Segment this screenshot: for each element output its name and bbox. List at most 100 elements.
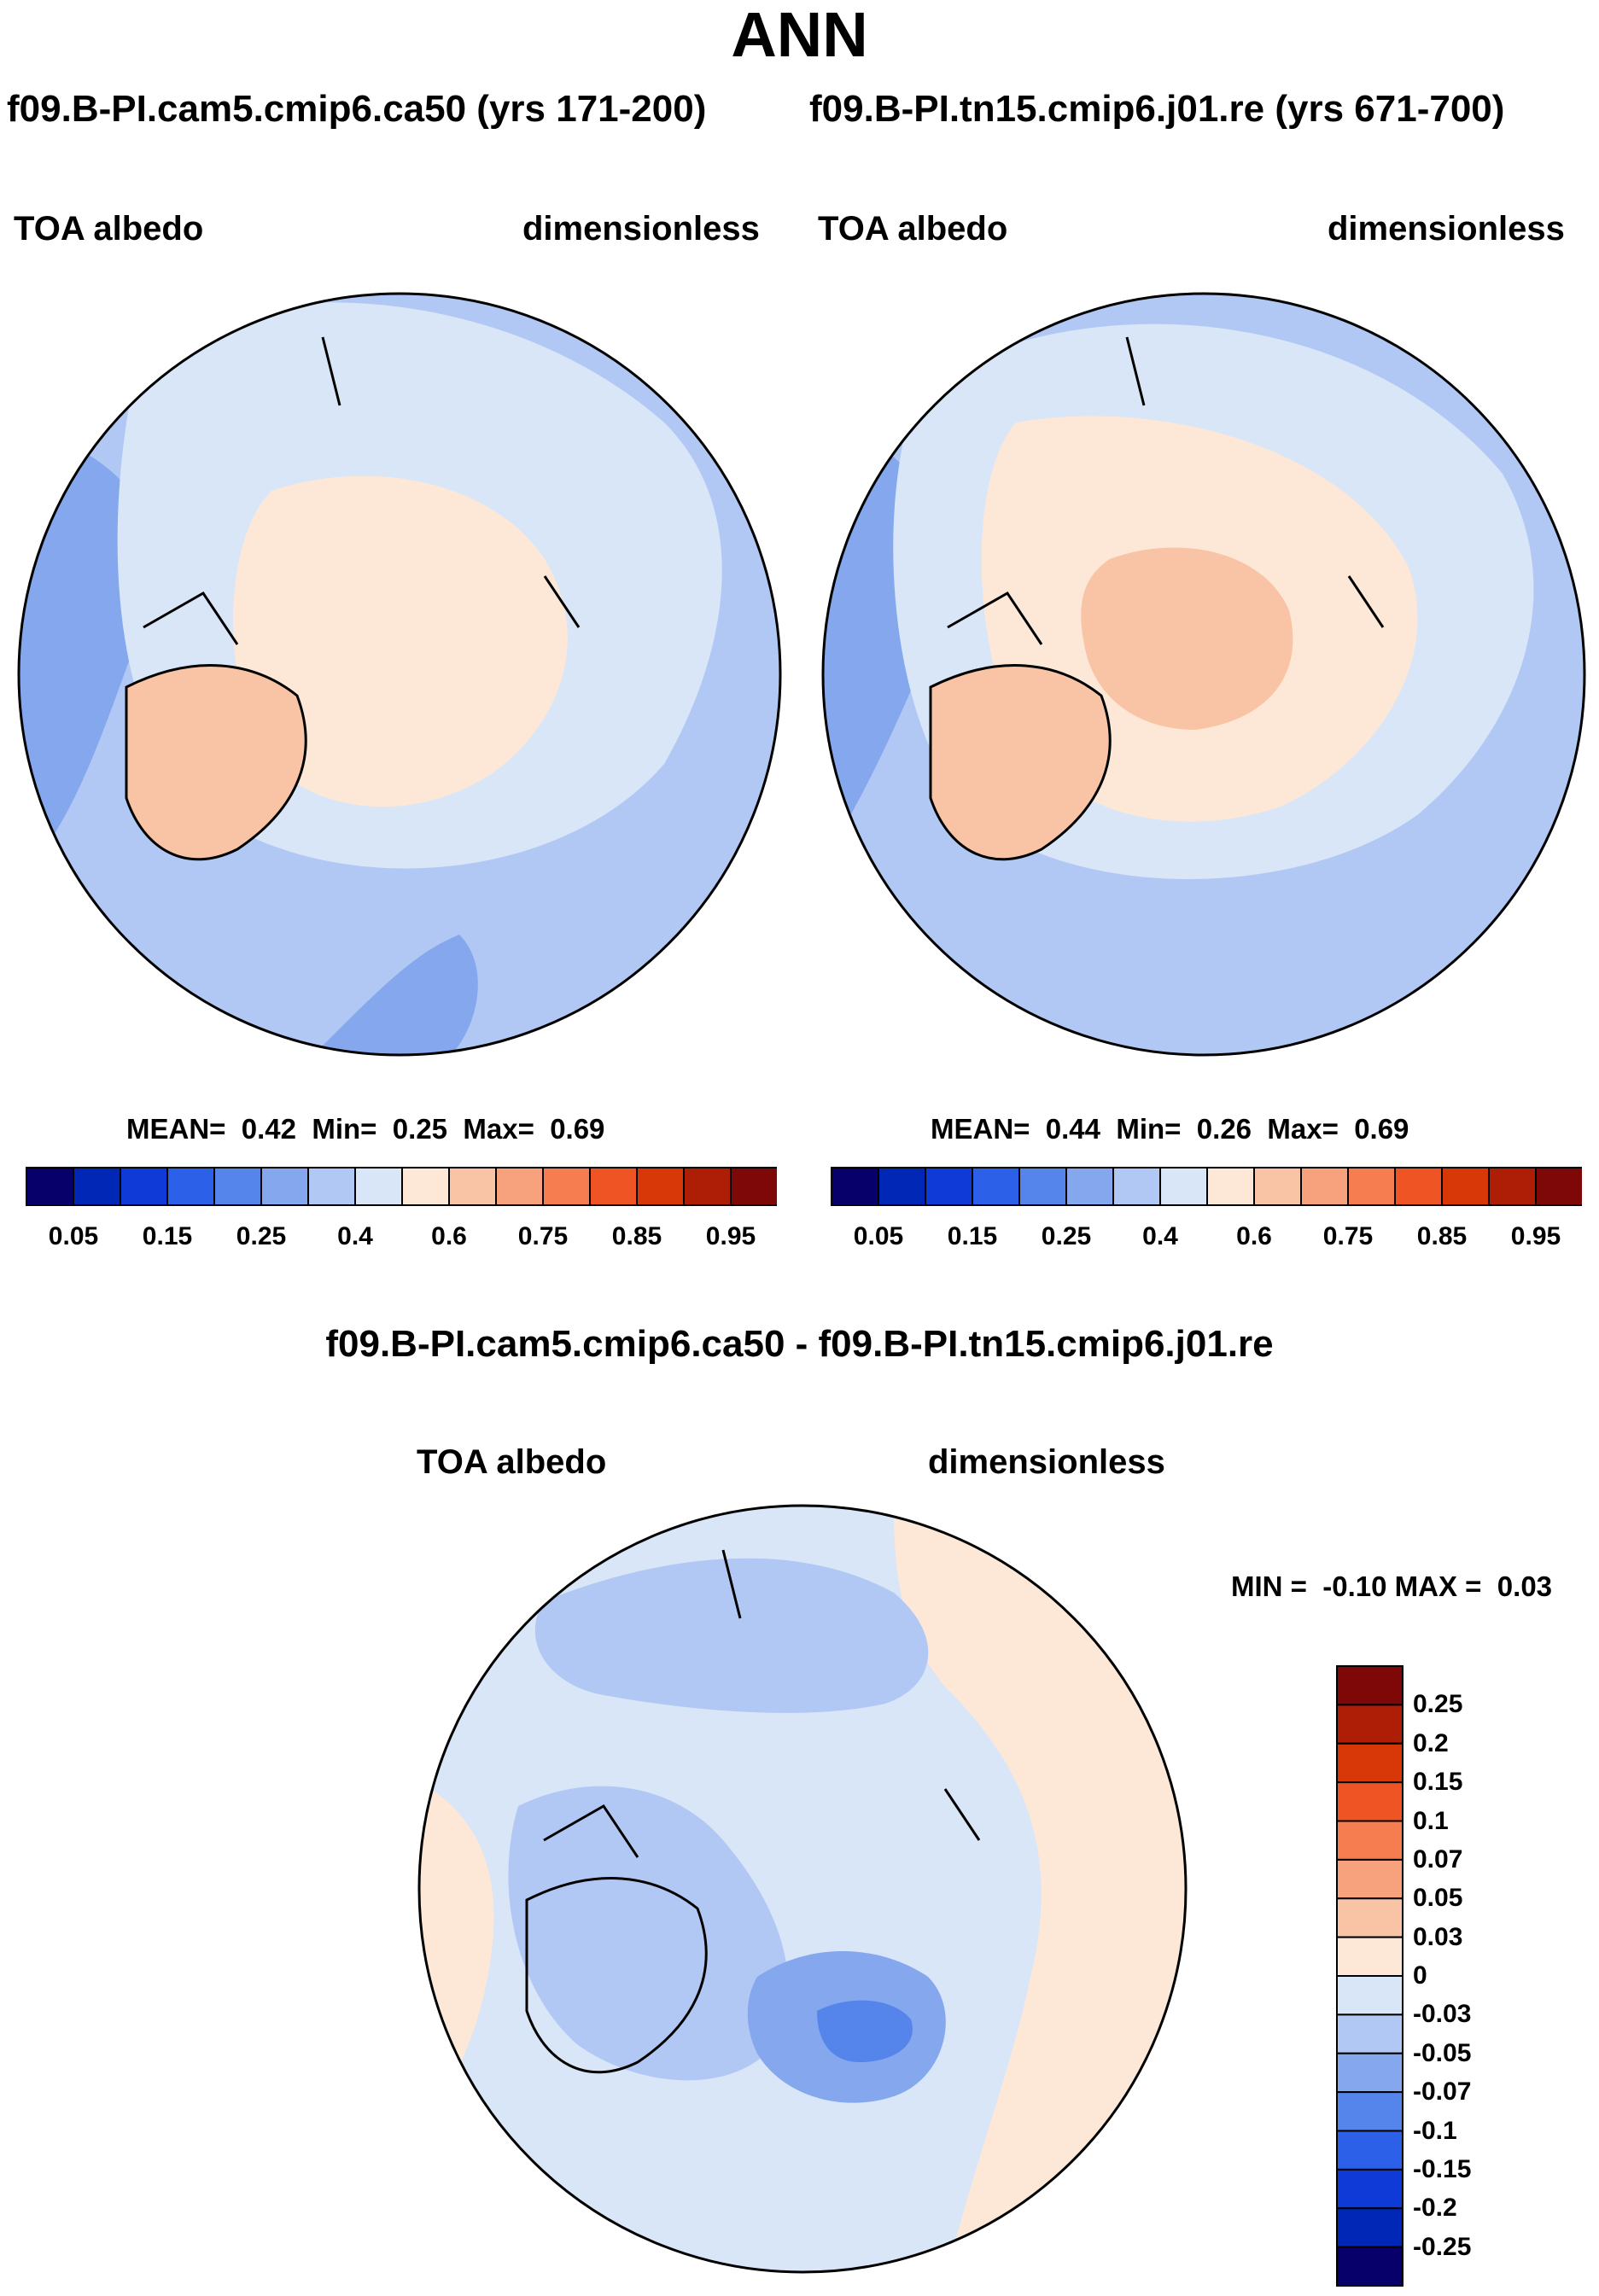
panel1-colorbar-swatch bbox=[401, 1167, 450, 1206]
main-title: ANN bbox=[731, 0, 868, 70]
diff-min-value: -0.10 bbox=[1322, 1570, 1387, 1602]
diff-stats: MIN = -0.10 MAX = 0.03 bbox=[1231, 1572, 1552, 1600]
panel1-colorbar-swatch bbox=[73, 1167, 121, 1206]
panel2-colorbar-tick-label: 0.05 bbox=[853, 1222, 904, 1250]
panel1-colorbar-swatch bbox=[448, 1167, 497, 1206]
panel2-colorbar-swatch bbox=[1159, 1167, 1208, 1206]
diff-colorbar-tick-label: -0.15 bbox=[1413, 2154, 1472, 2183]
panel1-fill-greenland bbox=[126, 665, 306, 860]
diff-colorbar-swatch bbox=[1336, 1936, 1404, 1977]
panel2-mean-value: 0.44 bbox=[1045, 1113, 1101, 1145]
diff-case-title: f09.B-PI.cam5.cmip6.ca50 - f09.B-PI.tn15… bbox=[325, 1323, 1274, 1365]
diff-min-label: MIN = bbox=[1231, 1570, 1307, 1602]
diff-colorbar-swatch bbox=[1336, 1704, 1404, 1745]
panel2-fill-greenland bbox=[931, 665, 1111, 860]
panel1-colorbar-swatch bbox=[730, 1167, 777, 1206]
panel1-fill-high bbox=[233, 475, 568, 807]
panel1-max-label: Max= bbox=[463, 1113, 534, 1145]
diff-colorbar-swatch bbox=[1336, 2168, 1404, 2210]
diff-colorbar-tick-label: 0 bbox=[1413, 1961, 1427, 1990]
panel2-colorbar-swatch bbox=[1300, 1167, 1349, 1206]
panel1-min-label: Min= bbox=[312, 1113, 377, 1145]
diff-map-boundary bbox=[417, 1504, 1188, 2274]
case-title-right: f09.B-PI.tn15.cmip6.j01.re (yrs 671-700) bbox=[809, 88, 1505, 130]
panel1-mean-label: MEAN= bbox=[126, 1113, 226, 1145]
panel2-max-label: Max= bbox=[1267, 1113, 1339, 1145]
panel1-colorbar-tick-label: 0.4 bbox=[337, 1222, 373, 1250]
diff-max-value: 0.03 bbox=[1497, 1570, 1553, 1602]
panel1-map-boundary bbox=[17, 292, 782, 1057]
diff-fill-positive-east bbox=[894, 1506, 1186, 2272]
panel1-colorbar-tick-label: 0.95 bbox=[705, 1222, 756, 1250]
diff-variable-label: TOA albedo bbox=[417, 1443, 607, 1481]
diff-coastlines bbox=[525, 1549, 981, 2074]
diff-colorbar-swatch bbox=[1336, 2052, 1404, 2094]
panel2-colorbar-swatch bbox=[1394, 1167, 1443, 1206]
panel1-colorbar-tick-label: 0.85 bbox=[611, 1222, 662, 1250]
panel1-stats: MEAN= 0.42 Min= 0.25 Max= 0.69 bbox=[126, 1115, 604, 1143]
panel2-colorbar-swatch bbox=[1441, 1167, 1490, 1206]
diff-colorbar-tick-label: -0.05 bbox=[1413, 2038, 1472, 2067]
diff-colorbar-tick-label: -0.2 bbox=[1413, 2194, 1457, 2223]
panel2-colorbar-tick-label: 0.25 bbox=[1041, 1222, 1092, 1250]
panel2-map bbox=[821, 292, 1586, 1057]
panel2-max-value: 0.69 bbox=[1354, 1113, 1409, 1145]
diff-colorbar-swatch bbox=[1336, 2246, 1404, 2287]
panel2-stats: MEAN= 0.44 Min= 0.26 Max= 0.69 bbox=[931, 1115, 1409, 1143]
diff-colorbar-swatch bbox=[1336, 1975, 1404, 2016]
panel2-colorbar-swatch bbox=[1347, 1167, 1396, 1206]
panel1-units-label: dimensionless bbox=[522, 210, 760, 248]
diff-colorbar-swatch bbox=[1336, 1742, 1404, 1784]
diff-colorbar-tick-label: -0.03 bbox=[1413, 2000, 1472, 2029]
panel2-colorbar-swatch bbox=[1206, 1167, 1255, 1206]
panel2-colorbar-swatch bbox=[1535, 1167, 1582, 1206]
panel1-colorbar-swatch bbox=[354, 1167, 403, 1206]
panel1-min-value: 0.25 bbox=[392, 1113, 448, 1145]
panel1-colorbar-tick-label: 0.75 bbox=[517, 1222, 569, 1250]
panel1-colorbar-tick-label: 0.25 bbox=[236, 1222, 287, 1250]
diff-colorbar-swatch bbox=[1336, 2091, 1404, 2132]
diff-fill-north-band bbox=[534, 1558, 929, 1713]
panel2-colorbar-tick-label: 0.15 bbox=[947, 1222, 998, 1250]
diff-colorbar-swatch bbox=[1336, 1665, 1404, 1706]
diff-colorbar-tick-label: -0.07 bbox=[1413, 2077, 1472, 2107]
diff-fill-west bbox=[508, 1786, 789, 2081]
panel2-min-value: 0.26 bbox=[1196, 1113, 1252, 1145]
diff-max-label: MAX = bbox=[1394, 1570, 1482, 1602]
panel2-colorbar-swatch bbox=[1253, 1167, 1302, 1206]
panel2-fill-core bbox=[1081, 547, 1293, 730]
panel2-colorbar-tick-label: 0.85 bbox=[1416, 1222, 1468, 1250]
panel2-mean-label: MEAN= bbox=[931, 1113, 1030, 1145]
panel1-colorbar-tick-label: 0.15 bbox=[142, 1222, 193, 1250]
diff-colorbar-swatch bbox=[1336, 1897, 1404, 1938]
panel1-colorbar-swatch bbox=[307, 1167, 356, 1206]
panel2-colorbar-swatch bbox=[1488, 1167, 1537, 1206]
panel2-coastlines bbox=[929, 336, 1385, 861]
panel2-colorbar-tick-label: 0.95 bbox=[1510, 1222, 1561, 1250]
diff-colorbar-swatch bbox=[1336, 2207, 1404, 2248]
diff-colorbar-tick-label: 0.1 bbox=[1413, 1806, 1449, 1835]
panel1-max-value: 0.69 bbox=[550, 1113, 605, 1145]
panel1-colorbar-tick-label: 0.05 bbox=[48, 1222, 99, 1250]
diff-colorbar-tick-label: 0.05 bbox=[1413, 1884, 1463, 1913]
panel2-min-label: Min= bbox=[1116, 1113, 1182, 1145]
panel1-map bbox=[17, 292, 782, 1057]
panel1-colorbar-swatch bbox=[260, 1167, 309, 1206]
diff-colorbar-tick-label: 0.07 bbox=[1413, 1844, 1463, 1874]
panel1-colorbar-swatch bbox=[26, 1167, 74, 1206]
panel1-colorbar-swatch bbox=[120, 1167, 168, 1206]
panel2-colorbar bbox=[831, 1167, 1582, 1206]
diff-colorbar-tick-label: 0.03 bbox=[1413, 1922, 1463, 1951]
panel2-colorbar-swatch bbox=[1112, 1167, 1161, 1206]
panel1-mean-value: 0.42 bbox=[241, 1113, 297, 1145]
diff-units-label: dimensionless bbox=[928, 1443, 1165, 1481]
panel1-colorbar bbox=[26, 1167, 777, 1206]
diff-map bbox=[417, 1504, 1188, 2274]
panel1-colorbar-swatch bbox=[542, 1167, 591, 1206]
panel2-colorbar-tick-label: 0.75 bbox=[1322, 1222, 1374, 1250]
panel1-coastlines bbox=[125, 336, 581, 861]
panel2-colorbar-swatch bbox=[831, 1167, 879, 1206]
panel2-colorbar-tick-label: 0.6 bbox=[1236, 1222, 1272, 1250]
diff-colorbar-swatch bbox=[1336, 1858, 1404, 1900]
diff-colorbar-tick-label: -0.1 bbox=[1413, 2116, 1457, 2145]
